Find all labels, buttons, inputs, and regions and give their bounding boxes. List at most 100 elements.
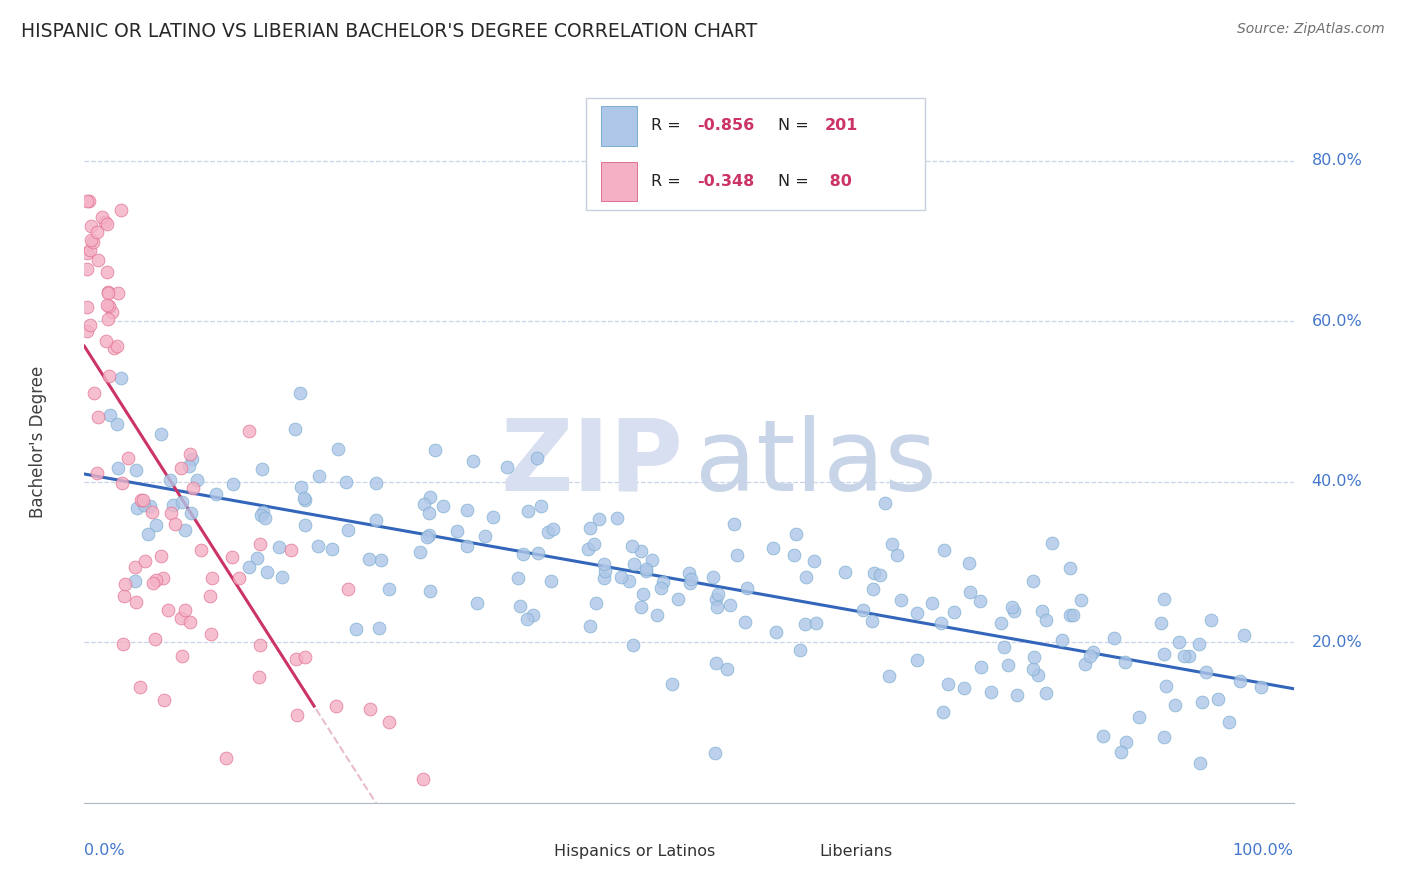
Point (238, 560, 260, 574)
Point (661, 677, 683, 691)
Point (238, 424, 260, 438)
Point (610, 570, 633, 584)
Point (370, 553, 392, 567)
Point (932, 705, 955, 719)
Point (1005, 688, 1028, 702)
Point (136, 527, 159, 541)
Point (172, 649, 194, 664)
Point (793, 616, 815, 631)
Point (1173, 648, 1195, 663)
Point (1250, 680, 1272, 694)
Point (344, 622, 367, 636)
Point (247, 670, 270, 684)
Point (97, 286, 120, 301)
Point (290, 480, 312, 494)
Point (325, 699, 347, 714)
Point (1002, 604, 1025, 618)
Point (357, 552, 380, 566)
Point (1191, 695, 1213, 709)
Point (132, 492, 155, 507)
Point (124, 574, 146, 588)
Point (862, 582, 884, 596)
Point (1189, 756, 1212, 770)
Point (541, 522, 564, 536)
Point (284, 651, 307, 665)
Point (221, 477, 243, 491)
Point (215, 751, 238, 765)
Point (621, 638, 644, 652)
Point (201, 571, 224, 585)
Text: 80.0%: 80.0% (1312, 153, 1362, 168)
Point (980, 685, 1002, 699)
FancyBboxPatch shape (513, 840, 544, 868)
Point (942, 605, 965, 619)
Point (932, 542, 955, 557)
Point (172, 495, 194, 509)
Point (679, 575, 702, 590)
Point (152, 571, 174, 585)
Point (91, 211, 114, 225)
Point (117, 451, 139, 466)
Point (1164, 698, 1187, 712)
Text: 100.0%: 100.0% (1233, 843, 1294, 857)
Point (134, 554, 156, 568)
Point (198, 589, 221, 603)
Point (630, 600, 652, 615)
Point (582, 537, 605, 551)
Point (716, 662, 738, 676)
Point (221, 549, 243, 564)
Point (145, 573, 167, 587)
Point (704, 657, 727, 671)
Text: Bachelor's Degree: Bachelor's Degree (30, 366, 48, 517)
Point (789, 643, 811, 657)
Point (1062, 607, 1084, 622)
Point (364, 476, 387, 491)
Point (990, 615, 1012, 630)
Point (1153, 592, 1175, 607)
Point (869, 568, 891, 582)
Point (456, 539, 478, 553)
Text: Liberians: Liberians (820, 845, 893, 859)
Point (364, 513, 387, 527)
Text: Hispanics or Latinos: Hispanics or Latinos (554, 845, 714, 859)
Point (936, 677, 959, 691)
Text: Source: ZipAtlas.com: Source: ZipAtlas.com (1237, 22, 1385, 37)
Point (170, 461, 193, 475)
Point (517, 504, 540, 518)
Point (79, 318, 101, 332)
Point (651, 575, 673, 590)
Point (702, 570, 724, 584)
Point (269, 541, 291, 555)
Text: N =: N = (779, 119, 814, 133)
Point (153, 692, 176, 706)
Point (1022, 662, 1045, 676)
Point (149, 427, 172, 442)
Point (1035, 614, 1057, 628)
Point (294, 649, 316, 664)
Point (592, 571, 614, 585)
Point (86, 467, 108, 481)
Point (86, 225, 108, 239)
Point (359, 702, 381, 716)
Point (76, 194, 98, 208)
Point (139, 500, 162, 514)
Point (416, 530, 439, 544)
Point (76, 324, 98, 338)
Point (409, 544, 432, 558)
Point (367, 621, 389, 635)
Point (204, 487, 226, 501)
Point (170, 610, 193, 624)
Text: -0.856: -0.856 (697, 119, 755, 133)
Point (446, 524, 468, 538)
Point (321, 541, 343, 556)
Point (579, 619, 602, 633)
FancyBboxPatch shape (586, 98, 925, 211)
Point (145, 518, 167, 533)
Point (82, 235, 104, 250)
Point (1031, 604, 1053, 618)
Point (1233, 628, 1256, 642)
Text: 40.0%: 40.0% (1312, 475, 1362, 489)
Point (725, 548, 748, 562)
Point (1074, 657, 1097, 672)
Text: 0.0%: 0.0% (84, 843, 125, 857)
